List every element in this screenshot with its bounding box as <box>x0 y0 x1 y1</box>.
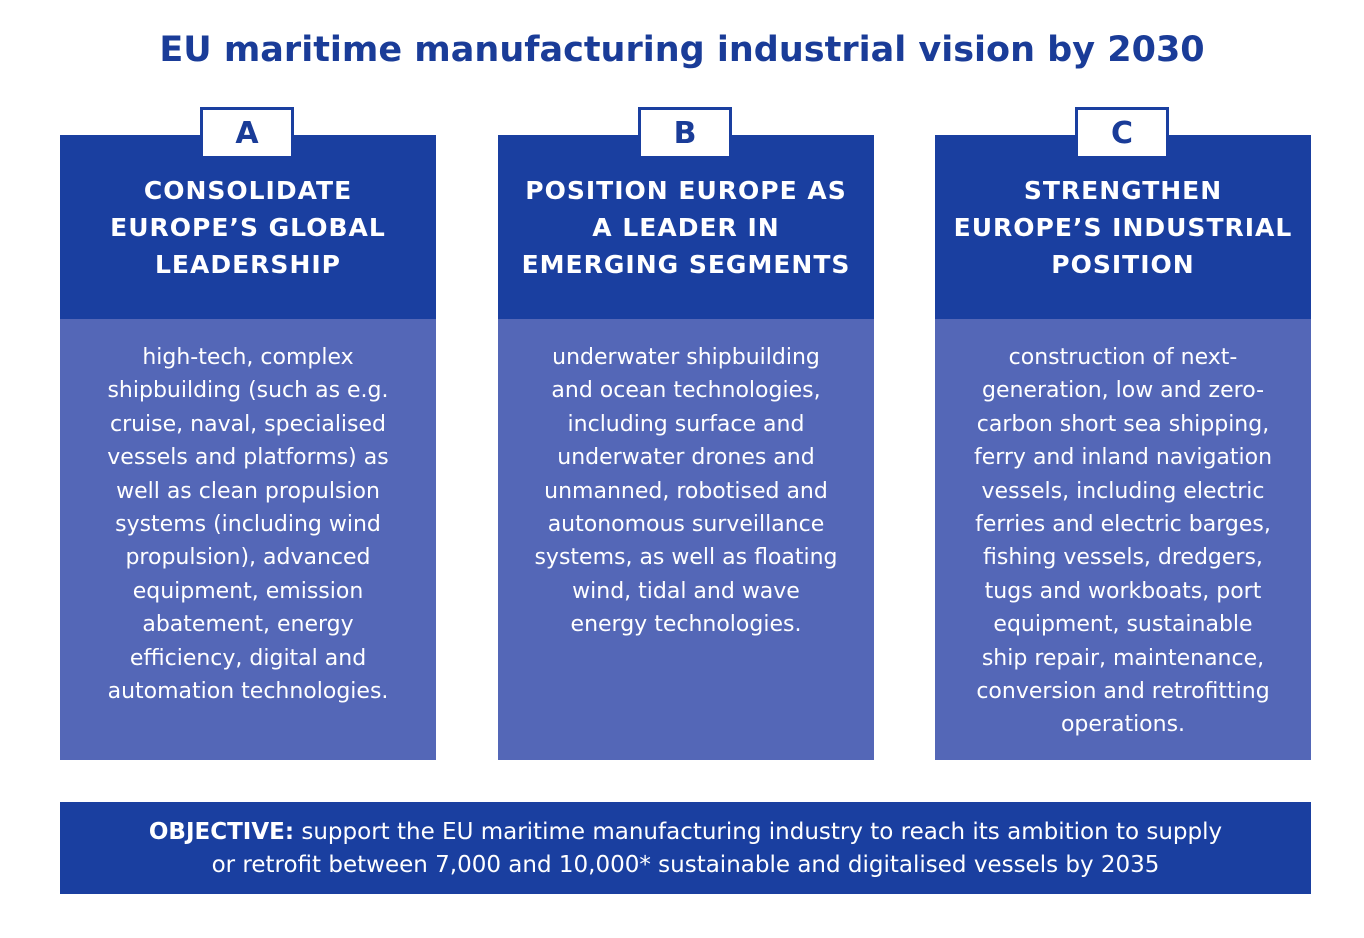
column: STRENGTHEN EUROPE’S INDUSTRIAL POSITION … <box>935 107 1311 760</box>
objective-text: support the EU maritime manufacturing in… <box>211 819 1223 878</box>
column: CONSOLIDATE EUROPE’S GLOBAL LEADERSHIP A… <box>60 107 436 760</box>
column-heading: STRENGTHEN EUROPE’S INDUSTRIAL POSITION <box>935 135 1311 319</box>
objective: OBJECTIVE: support the EU maritime manuf… <box>60 802 1311 894</box>
column-body: underwater shipbuilding and ocean techno… <box>534 345 838 638</box>
column-letter: B <box>638 107 732 159</box>
column-heading: CONSOLIDATE EUROPE’S GLOBAL LEADERSHIP <box>60 135 436 319</box>
column-letter: C <box>1075 107 1169 159</box>
column-heading: POSITION EUROPE AS A LEADER IN EMERGING … <box>498 135 874 319</box>
column: POSITION EUROPE AS A LEADER IN EMERGING … <box>498 107 874 760</box>
title: EU maritime manufacturing industrial vis… <box>159 30 1205 70</box>
column-body: construction of next-generation, low and… <box>973 345 1273 738</box>
column-body: high-tech, complex shipbuilding (such as… <box>107 345 389 705</box>
column-letter: A <box>200 107 294 159</box>
objective-label: OBJECTIVE: <box>148 819 295 845</box>
